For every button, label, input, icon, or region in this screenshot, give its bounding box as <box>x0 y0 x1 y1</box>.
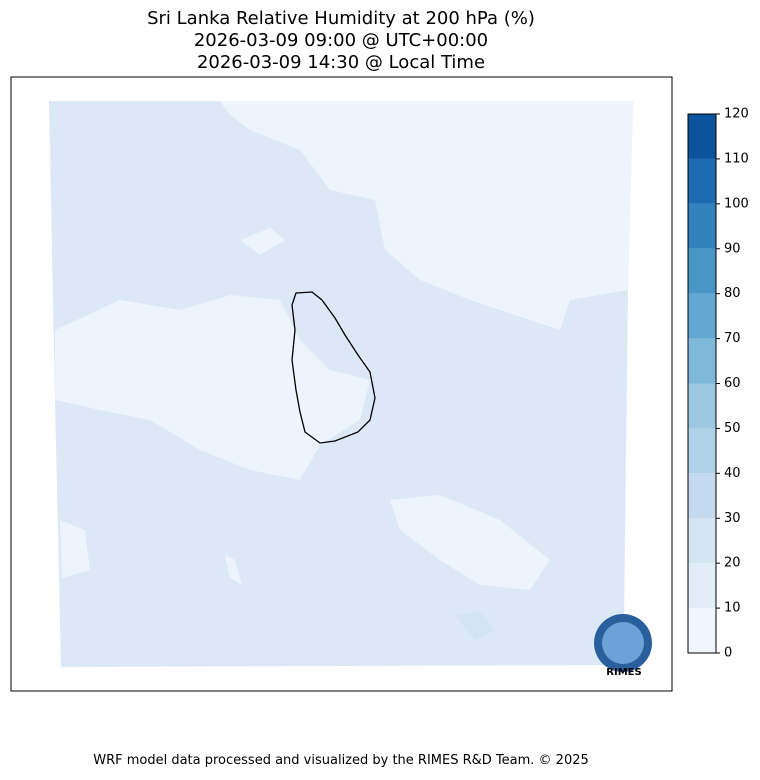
tick-label: 80 <box>724 286 741 301</box>
colorbar-bin <box>688 383 716 429</box>
colorbar-bin <box>688 473 716 519</box>
coastline <box>291 291 376 444</box>
tick-label: 90 <box>724 241 741 256</box>
logo-emblem-inner <box>602 622 644 664</box>
colorbar-bin <box>688 563 716 609</box>
tick-label: 100 <box>724 196 749 211</box>
tick-label: 20 <box>724 556 741 571</box>
field-light <box>55 295 370 480</box>
field-light <box>220 101 633 330</box>
field-light <box>240 228 285 255</box>
title-line: 2026-03-09 14:30 @ Local Time <box>197 52 485 73</box>
tick-label: 10 <box>724 601 741 616</box>
title-line: 2026-03-09 09:00 @ UTC+00:00 <box>194 30 488 51</box>
logo-text: RIMES <box>606 667 641 678</box>
map: RIMES <box>10 76 673 692</box>
tick-label: 0 <box>724 646 732 661</box>
colorbar-bin <box>688 518 716 564</box>
tick-label: 110 <box>724 151 749 166</box>
field-light <box>60 520 90 578</box>
colorbar-bin <box>688 248 716 294</box>
footer: WRF model data processed and visualized … <box>93 753 589 768</box>
title-line: Sri Lanka Relative Humidity at 200 hPa (… <box>147 8 535 29</box>
colorbar-bin <box>688 608 716 653</box>
colorbar-bin <box>688 338 716 384</box>
colorbar-bin <box>688 114 716 159</box>
tick-label: 40 <box>724 466 741 481</box>
colorbar: 0 10 20 30 40 50 60 70 80 90 100 110 120 <box>687 107 749 661</box>
colorbar-bin <box>688 203 716 249</box>
tick-label: 70 <box>724 331 741 346</box>
field-dark <box>455 612 495 640</box>
tick-label: 50 <box>724 421 741 436</box>
field-light <box>390 495 550 590</box>
field-light <box>225 555 242 585</box>
colorbar-bin <box>688 428 716 474</box>
colorbar-bin <box>688 158 716 204</box>
colorbar-bin <box>688 293 716 339</box>
tick-label: 120 <box>724 107 749 122</box>
tick-label: 30 <box>724 511 741 526</box>
tick-label: 60 <box>724 376 741 391</box>
